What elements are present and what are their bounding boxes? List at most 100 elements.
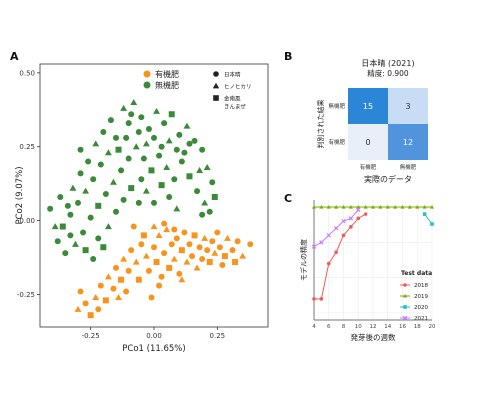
series-point	[341, 218, 346, 224]
line-legend-marker	[403, 305, 407, 309]
scatter-point	[232, 258, 239, 265]
scatter-point	[203, 163, 211, 171]
series-point	[341, 233, 346, 238]
scatter-point	[191, 232, 198, 239]
scatter-point	[216, 244, 223, 251]
matrix-cell	[348, 124, 388, 160]
scatter-point	[151, 199, 157, 206]
scatter-point	[128, 111, 135, 118]
scatter-point	[135, 199, 142, 206]
scatter-point	[148, 294, 155, 301]
series-point	[311, 204, 317, 209]
scatter-point	[115, 293, 122, 301]
scatter-point	[120, 196, 127, 203]
line-x-tick-label: 4	[312, 324, 316, 330]
scatter-point	[161, 220, 168, 227]
scatter-point	[72, 240, 79, 247]
scatter-point	[186, 173, 193, 180]
matrix-cell-value: 0	[365, 138, 370, 147]
scatter-point	[150, 223, 158, 230]
scatter-point	[219, 261, 226, 268]
y-axis-title: PCo2 (9.07%)	[15, 166, 25, 224]
legend-shape-label: ヒノヒカリ	[224, 84, 252, 91]
scatter-point	[92, 140, 100, 147]
scatter-point	[87, 312, 94, 319]
series-point	[356, 204, 361, 209]
scatter-point	[163, 226, 171, 233]
scatter-point	[115, 146, 122, 153]
scatter-point	[153, 258, 160, 265]
scatter-point	[142, 252, 150, 259]
matrix-cell	[388, 124, 428, 160]
scatter-point	[176, 131, 183, 138]
scatter-point	[110, 285, 117, 292]
matrix-cell-value: 3	[405, 102, 410, 111]
line-legend-marker	[403, 283, 407, 287]
scatter-point	[67, 211, 74, 218]
legend-fertilizer-label: 有機肥	[155, 69, 179, 79]
matrix-col-label: 有機肥	[360, 163, 377, 171]
scatter-point	[170, 255, 178, 262]
line-legend-label: 2018	[414, 283, 428, 289]
legend-fertilizer-swatch	[143, 70, 151, 78]
matrix-x-title: 実際のデータ	[364, 174, 412, 184]
scatter-point	[135, 276, 142, 283]
scatter-point	[186, 140, 193, 147]
matrix-cell-value: 12	[403, 138, 413, 147]
x-tick-label: -0.25	[82, 332, 100, 340]
line-x-axis-title: 発芽後の週数	[351, 332, 396, 342]
scatter-point	[155, 231, 163, 238]
series-point	[429, 204, 435, 209]
scatter-point	[110, 178, 117, 185]
y-tick-label: 0.00	[19, 217, 35, 225]
scatter-point	[199, 146, 206, 153]
line-legend-label: 2021	[414, 316, 428, 322]
scatter-point	[142, 140, 150, 147]
line-legend-label: 2019	[414, 294, 428, 300]
scatter-point	[59, 223, 66, 230]
scatter-point	[138, 176, 145, 183]
scatter-point	[142, 187, 150, 194]
line-x-tick-label: 14	[384, 324, 391, 330]
scatter-point	[100, 244, 107, 251]
series-point	[363, 204, 368, 209]
series-point	[385, 204, 390, 209]
series-point	[311, 244, 317, 249]
scatter-point	[211, 193, 218, 200]
scatter-point	[140, 232, 147, 239]
scatter-point	[176, 270, 183, 277]
scatter-point	[171, 176, 178, 183]
scatter-point	[125, 267, 132, 274]
scatter-point	[239, 252, 247, 259]
scatter-point	[113, 134, 119, 141]
line-legend-label: 2020	[414, 305, 428, 311]
scatter-point	[118, 276, 125, 283]
line-legend-marker	[402, 293, 408, 298]
line-x-tick-label: 20	[429, 324, 436, 330]
scatter-point	[80, 229, 87, 236]
scatter-point	[201, 234, 209, 241]
scatter-point	[104, 223, 112, 230]
scatter-point	[113, 264, 119, 271]
scatter-point	[90, 256, 97, 263]
matrix-subtitle: 精度: 0.900	[367, 68, 409, 78]
series-point	[333, 226, 339, 231]
y-tick-label: -0.25	[17, 291, 35, 299]
scatter-point	[199, 211, 206, 218]
line-x-tick-label: 6	[327, 324, 331, 330]
matrix-row-label: 無機肥	[328, 102, 345, 110]
scatter-point	[140, 155, 147, 162]
scatter-point	[138, 241, 145, 248]
matrix-title: 日本晴 (2021)	[361, 58, 414, 68]
scatter-point	[204, 247, 211, 254]
series-point	[356, 207, 361, 213]
scatter-point	[166, 193, 173, 200]
scatter-point	[211, 249, 219, 256]
scatter-point	[87, 214, 94, 221]
scatter-plot-frame	[39, 63, 269, 328]
series-point	[319, 297, 324, 301]
panel-b-label: B	[284, 50, 293, 63]
series-point	[341, 204, 346, 209]
scatter-point	[102, 297, 109, 304]
scatter-point	[209, 179, 216, 186]
